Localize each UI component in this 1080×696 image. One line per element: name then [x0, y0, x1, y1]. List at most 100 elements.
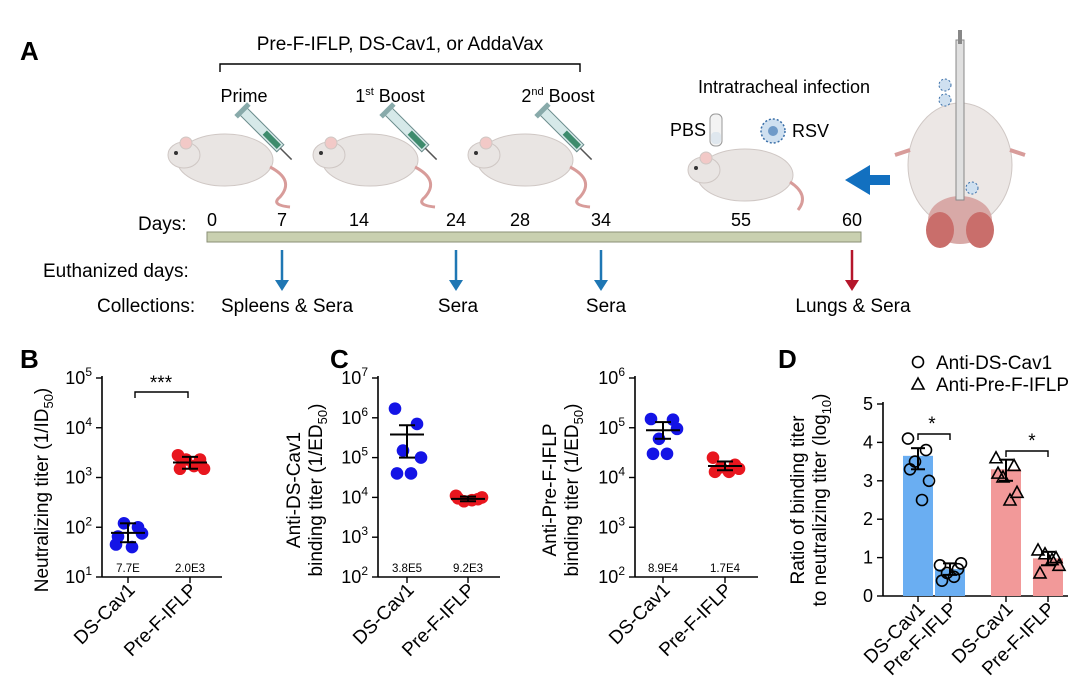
data-point [404, 467, 418, 480]
summary-annotation: 9.2E3 [453, 563, 483, 575]
y-tick-label: 5 [863, 394, 873, 414]
data-point [388, 402, 402, 415]
y-tick-label: 107 [341, 365, 368, 388]
collection-item: Spleens & Sera [221, 296, 353, 317]
legend-label: Anti-DS-Cav1 [936, 353, 1052, 374]
summary-annotation: 3.8E5 [392, 563, 422, 575]
y-tick-label: 105 [341, 445, 368, 468]
legend-circle-marker [911, 355, 925, 369]
pbs-tube-icon [709, 113, 723, 147]
collection-item: Sera [438, 296, 479, 317]
y-tick-label: 3 [863, 471, 873, 491]
bar [991, 469, 1021, 596]
data-point [935, 574, 949, 587]
legend-label: Anti-Pre-F-IFLP [936, 375, 1069, 396]
panel-c-right-chart: 1021031041051068.9E4DS-Cav11.7E4Pre-F-IF… [598, 365, 758, 661]
data-point [646, 447, 660, 461]
panel-d-y-axis-label-line2: to neutralizing titer (log10) [810, 393, 834, 606]
y-tick-label: 103 [598, 514, 625, 537]
day-label: 0 [207, 210, 217, 230]
syringe-icon [534, 102, 593, 161]
day-label: 60 [842, 210, 862, 230]
day-label: 14 [349, 210, 369, 230]
panel-c-left-chart: 1021031041051061073.8E5DS-Cav19.2E3Pre-F… [341, 365, 500, 661]
summary-annotation: 1.7E4 [710, 563, 741, 575]
vaccine-bracket [219, 63, 581, 72]
panel-b-significance-bracket [134, 391, 189, 398]
data-point [708, 465, 722, 479]
mouse-illustration-boost-1 [312, 102, 438, 209]
y-tick-label: 102 [341, 564, 368, 587]
y-tick-label: 102 [598, 564, 625, 587]
data-point [919, 443, 933, 457]
days-label: Days: [138, 214, 187, 235]
bar [903, 455, 933, 596]
panel-a: A Pre-F-IFLP, DS-Cav1, or AddaVax Prime … [20, 30, 1026, 317]
panel-c-label: C [330, 344, 349, 374]
summary-annotation: 2.0E3 [175, 563, 205, 575]
day-label: 24 [446, 210, 466, 230]
data-point [933, 558, 947, 572]
collection-item: Lungs & Sera [795, 296, 911, 317]
y-tick-label: 106 [341, 405, 368, 428]
prime-label: Prime [220, 86, 267, 106]
data-point [1006, 457, 1022, 472]
data-point [197, 462, 211, 476]
significance-bracket [917, 433, 951, 440]
panel-d: D Anti-DS-Cav1 Anti-Pre-F-IFLP Ratio of … [778, 344, 1069, 680]
data-point [922, 474, 936, 488]
big-left-arrow [845, 165, 890, 195]
panel-c-left-y-axis-label-line2: binding titer (1/ED50) [306, 404, 330, 577]
y-tick-label: 104 [65, 415, 92, 438]
data-point [947, 570, 961, 584]
y-tick-label: 1 [863, 548, 873, 568]
collections-label: Collections: [97, 296, 195, 317]
panel-b-label: B [20, 344, 39, 374]
data-point [414, 451, 428, 464]
data-point [1030, 542, 1046, 556]
pbs-label: PBS [670, 120, 706, 140]
panel-d-significance: * [1028, 431, 1036, 452]
legend-triangle-marker [910, 376, 926, 390]
rsv-virus-icon [760, 118, 786, 144]
panel-b-chart: 1011021031041057.7EDS-Cav12.0E3Pre-F-IFL… [65, 365, 222, 661]
panel-c-left-y-axis-label-line1: Anti-DS-Cav1 [284, 432, 305, 548]
y-tick-label: 4 [863, 432, 873, 452]
data-point [390, 467, 404, 480]
mouse-illustration-boost-2 [467, 102, 593, 209]
y-tick-label: 104 [598, 465, 625, 488]
day-label: 7 [277, 210, 287, 230]
data-point [1002, 492, 1018, 506]
syringe-icon [234, 102, 293, 161]
panel-a-label: A [20, 36, 39, 66]
data-point [915, 493, 929, 507]
summary-annotation: 7.7E [116, 563, 140, 575]
timeline-bar [206, 231, 862, 243]
panel-b: B Neutralizing titer (1/ID50) 101 102 103 1… [20, 344, 222, 661]
data-point [475, 491, 489, 504]
y-tick-label: 103 [65, 465, 92, 488]
panel-d-label: D [778, 344, 797, 374]
data-point [990, 465, 1006, 479]
infection-title: Intratracheal infection [698, 77, 870, 97]
y-tick-label: 103 [341, 524, 368, 547]
data-point [1009, 484, 1025, 499]
y-tick-label: 2 [863, 509, 873, 529]
vaccine-groups-title: Pre-F-IFLP, DS-Cav1, or AddaVax [257, 34, 544, 55]
intratracheal-mouse-illustration [894, 30, 1026, 248]
data-point [1048, 549, 1064, 564]
panel-d-y-axis-label-line1: Ratio of binding titer [788, 415, 809, 585]
data-point [173, 462, 187, 476]
panel-c: C Anti-DS-Cav1 binding titer (1/ED50) 10… [284, 344, 758, 661]
day-label: 28 [510, 210, 530, 230]
y-tick-label: 105 [598, 415, 625, 438]
y-tick-label: 104 [341, 484, 368, 507]
syringe-icon [379, 102, 438, 161]
collection-arrows [275, 250, 859, 291]
y-tick-label: 101 [65, 564, 92, 587]
panel-d-significance: * [928, 414, 936, 435]
data-point [670, 422, 684, 436]
significance-bracket [1005, 450, 1049, 457]
rsv-label: RSV [792, 121, 829, 141]
